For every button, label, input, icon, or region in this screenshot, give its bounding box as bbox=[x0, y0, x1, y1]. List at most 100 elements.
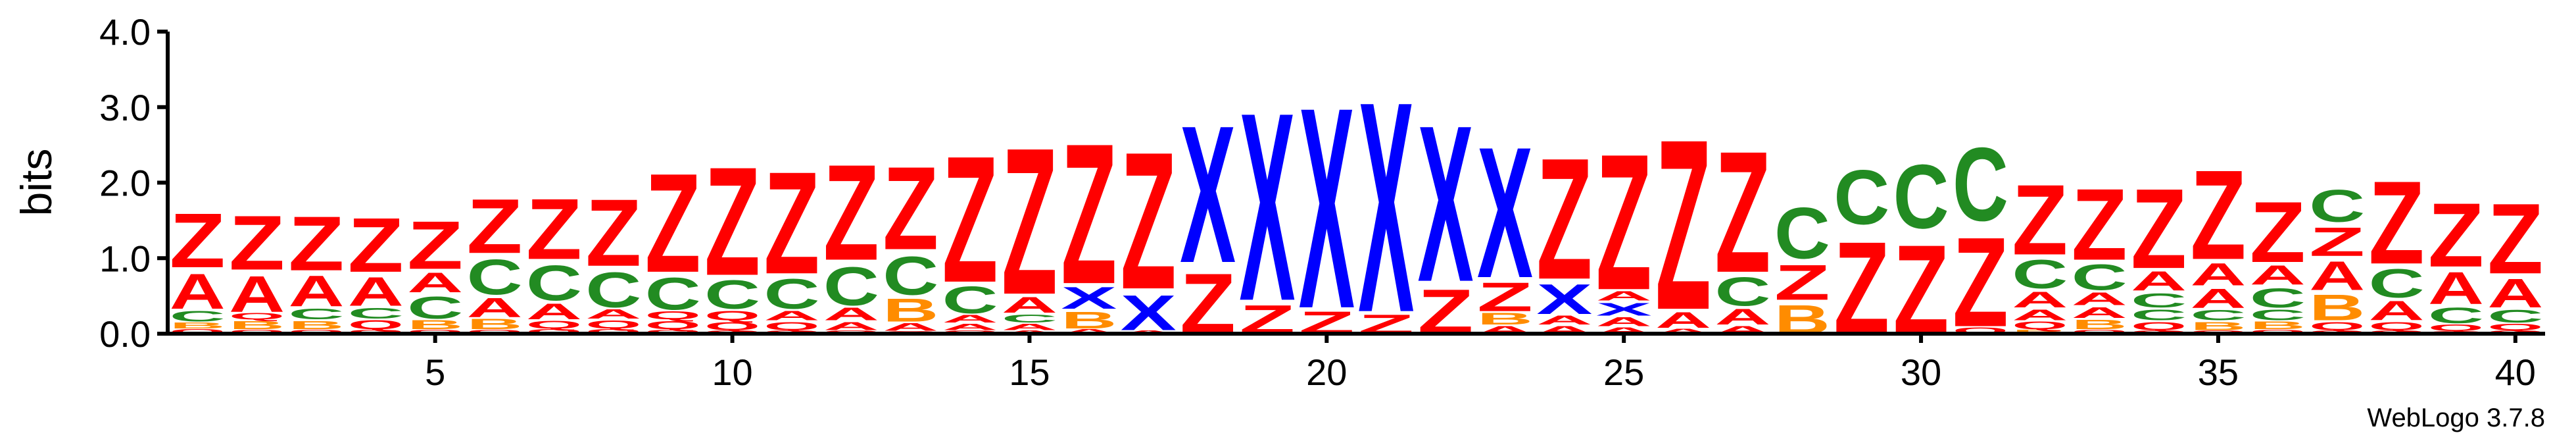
logo-letter-q: Q bbox=[2428, 323, 2484, 332]
logo-letter-c: C bbox=[2428, 303, 2484, 328]
logo-letter-x: X bbox=[1596, 299, 1652, 320]
logo-letter-a: A bbox=[1002, 322, 1057, 332]
logo-letter-b: B bbox=[883, 292, 938, 329]
logo-letter-z: Z bbox=[764, 142, 819, 305]
logo-letter-z: Z bbox=[2309, 219, 2365, 265]
logo-letter-x: X bbox=[1121, 285, 1177, 341]
logo-letter-z: Z bbox=[1180, 255, 1236, 352]
logo-letter-a: A bbox=[229, 266, 285, 323]
logo-letter-a: A bbox=[942, 313, 998, 325]
logo-letter-a: A bbox=[1002, 292, 1057, 317]
logo-letter-z: Z bbox=[1774, 255, 1830, 311]
logo-letter-c: C bbox=[1002, 312, 1057, 325]
logo-letter-z: Z bbox=[2072, 168, 2127, 282]
y-axis-label: bits bbox=[12, 149, 61, 217]
logo-letter-q: Q bbox=[229, 311, 285, 321]
x-tick-label: 15 bbox=[1009, 351, 1050, 393]
logo-letter-a: A bbox=[585, 306, 641, 321]
logo-letter-a: A bbox=[2131, 266, 2187, 297]
logo-letter-c: C bbox=[467, 249, 523, 305]
logo-letter-z: Z bbox=[1536, 122, 1592, 316]
logo-letter-c: C bbox=[2190, 307, 2246, 323]
logo-letter-z: Z bbox=[170, 197, 226, 284]
logo-letter-c: C bbox=[526, 255, 582, 311]
logo-letter-x: X bbox=[1418, 80, 1474, 329]
logo-letter-z: Z bbox=[1418, 276, 1474, 348]
logo-letter-a: A bbox=[942, 322, 998, 332]
logo-letter-z: Z bbox=[2131, 166, 2187, 293]
logo-letter-a: A bbox=[2072, 289, 2127, 309]
logo-letter-a: A bbox=[170, 263, 226, 319]
logo-letter-b: B bbox=[2309, 288, 2365, 328]
logo-letter-z: Z bbox=[1834, 215, 1889, 362]
logo-letter-c: C bbox=[942, 278, 998, 321]
logo-letter-a: A bbox=[288, 268, 344, 317]
logo-letter-z: Z bbox=[2428, 184, 2484, 286]
logo-letter-x: X bbox=[1477, 108, 1533, 317]
logo-letter-z: Z bbox=[229, 199, 285, 286]
logo-letter-c: C bbox=[1834, 154, 1889, 241]
logo-letter-c: C bbox=[170, 307, 226, 324]
logo-letter-b: B bbox=[170, 321, 226, 330]
logo-letter-q: Q bbox=[2131, 319, 2187, 332]
logo-letter-a: A bbox=[348, 269, 404, 315]
logo-letter-c: C bbox=[2072, 257, 2127, 297]
logo-letter-a: A bbox=[2369, 296, 2425, 326]
logo-letter-z: Z bbox=[883, 142, 938, 274]
x-tick-label: 40 bbox=[2495, 351, 2536, 393]
logo-letter-a: A bbox=[1714, 304, 1770, 329]
logo-letter-q: Q bbox=[704, 319, 760, 332]
logo-letter-x: X bbox=[1299, 48, 1355, 369]
logo-letter-z: Z bbox=[1061, 103, 1117, 326]
logo-letter-a: A bbox=[2012, 287, 2068, 312]
logo-letter-z: Z bbox=[2012, 164, 2068, 276]
logo-letter-x: X bbox=[1239, 57, 1296, 357]
y-tick-label: 3.0 bbox=[99, 87, 151, 128]
logo-letter-b: B bbox=[407, 318, 463, 332]
logo-letter-a: A bbox=[2487, 271, 2543, 317]
logo-letter-c: C bbox=[1714, 269, 1770, 315]
logo-letter-c: C bbox=[2487, 306, 2543, 326]
logo-letter-z: Z bbox=[2369, 157, 2425, 289]
x-tick-label: 25 bbox=[1603, 351, 1644, 393]
logo-letter-z: Z bbox=[467, 183, 523, 270]
logo-letter-c: C bbox=[764, 271, 819, 319]
y-tick-label: 2.0 bbox=[99, 163, 151, 204]
x-tick-label: 5 bbox=[425, 351, 445, 393]
logo-letter-z: Z bbox=[2487, 182, 2543, 294]
ticks: 0.0 1.0 2.0 3.0 4.0 5 10 15 20 25 30 35 40 bbox=[99, 11, 2536, 393]
x-tick-label: 20 bbox=[1306, 351, 1347, 393]
logo-letter-z: Z bbox=[704, 134, 760, 307]
logo-letter-c: C bbox=[2012, 251, 2068, 297]
logo-letter-a: A bbox=[407, 267, 463, 298]
logo-letter-q: Q bbox=[2487, 322, 2543, 332]
logo-letter-a: A bbox=[2012, 306, 2068, 323]
logo-letter-a: A bbox=[823, 319, 879, 332]
y-tick-label: 1.0 bbox=[99, 238, 151, 279]
logo-letter-a: A bbox=[823, 304, 879, 324]
logo-letter-z: Z bbox=[2190, 143, 2246, 286]
logo-letter-z: Z bbox=[526, 180, 582, 278]
logo-letter-x: X bbox=[1536, 276, 1592, 324]
logo-letter-c: C bbox=[288, 305, 344, 323]
logo-letter-q: Q bbox=[645, 319, 701, 332]
logo-letter-c: C bbox=[2369, 261, 2425, 307]
logo-letter-c: C bbox=[2309, 181, 2365, 232]
y-tick-label: 4.0 bbox=[99, 11, 151, 53]
logo-letter-b: B bbox=[2072, 317, 2127, 332]
logo-letter-a: A bbox=[2250, 260, 2306, 291]
logo-letter-x: X bbox=[1358, 39, 1415, 376]
logo-letter-c: C bbox=[585, 262, 641, 318]
logo-letter-a: A bbox=[2190, 257, 2246, 292]
logo-letter-c: C bbox=[1953, 125, 2008, 243]
logo-letter-c: C bbox=[704, 272, 760, 318]
logo-letter-a: A bbox=[2190, 283, 2246, 314]
logo-letter-c: C bbox=[1774, 193, 1830, 274]
logo-letter-b: B bbox=[1061, 307, 1117, 334]
logo-letter-a: A bbox=[1655, 307, 1711, 332]
logo-letter-q: Q bbox=[526, 319, 582, 331]
logo-letter-z: Z bbox=[1953, 211, 2008, 353]
logo-letter-z: Z bbox=[2250, 183, 2306, 280]
logo-letter-z: Z bbox=[348, 202, 404, 289]
logo-letter-x: X bbox=[1061, 281, 1117, 315]
